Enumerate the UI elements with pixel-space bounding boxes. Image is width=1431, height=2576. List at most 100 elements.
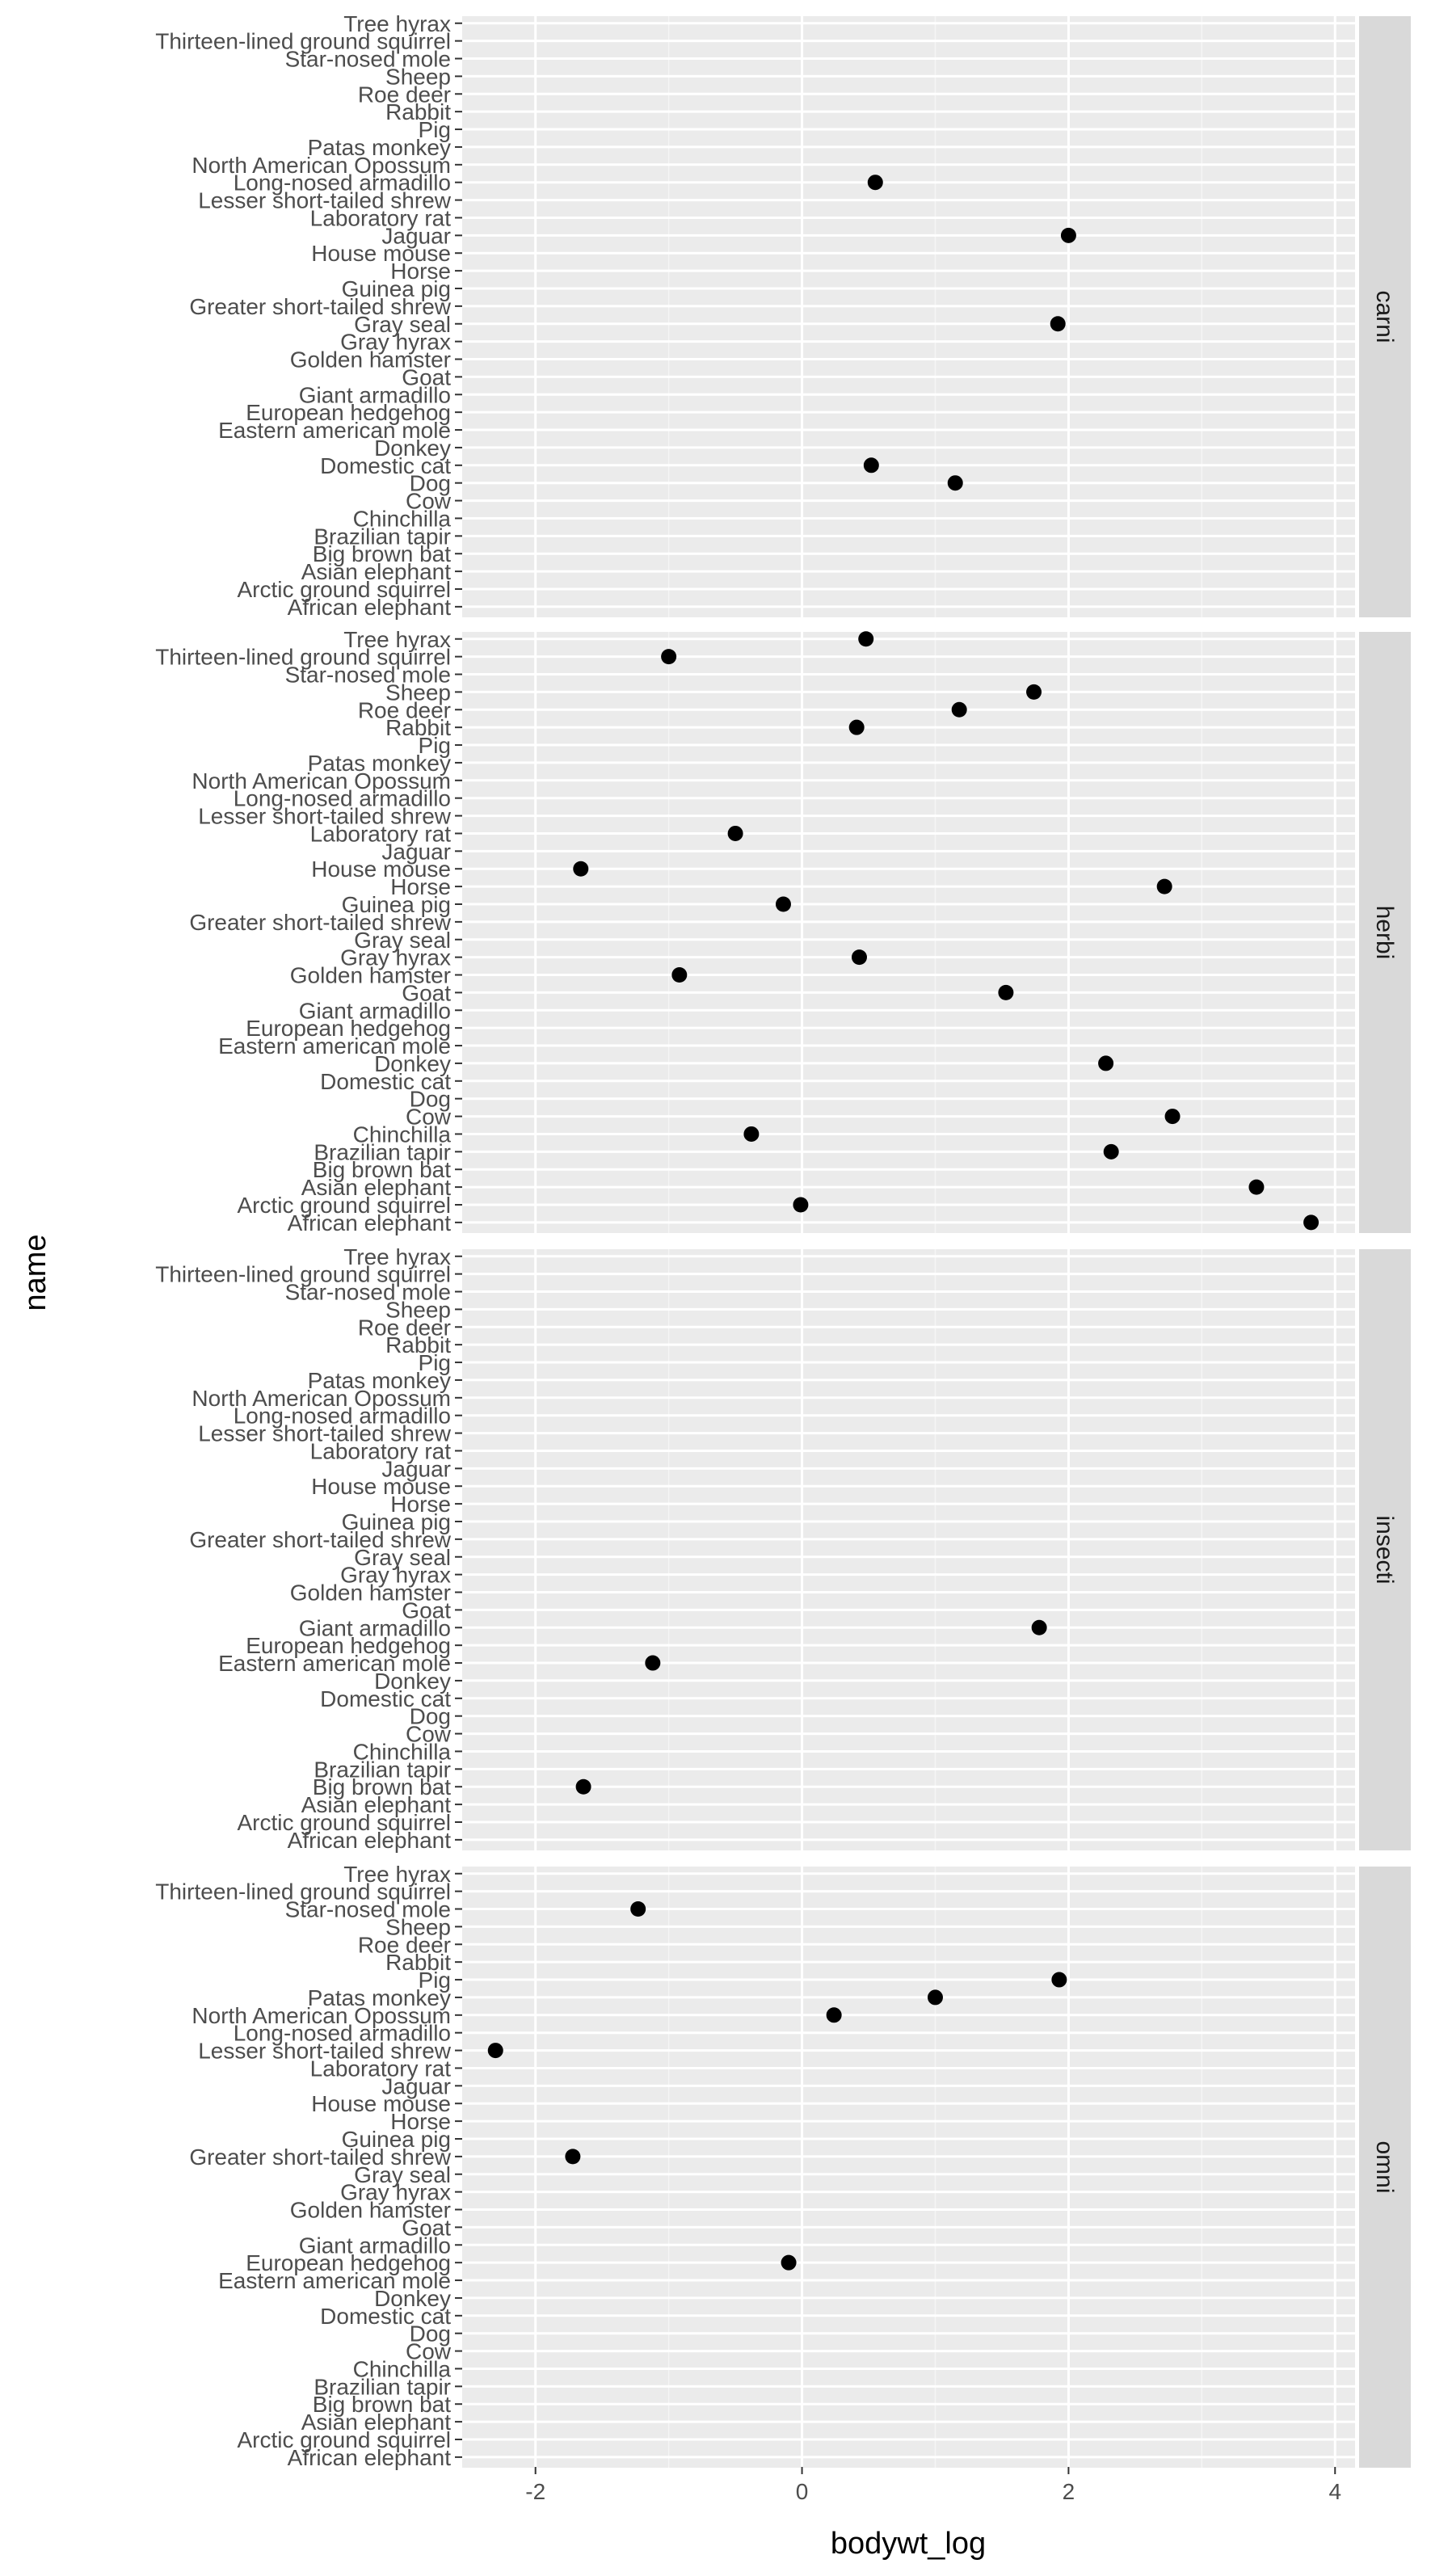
y-tick-label: Domestic cat [320, 1686, 451, 1711]
y-tick-label: Roe deer [358, 82, 451, 107]
data-point [1303, 1214, 1319, 1231]
y-tick-label: Roe deer [358, 1932, 451, 1957]
y-tick-label: Greater short-tailed shrew [189, 1527, 451, 1552]
y-tick-label: Greater short-tailed shrew [189, 2145, 451, 2170]
y-tick-label: Arctic ground squirrel [237, 577, 451, 602]
x-axis-title: bodywt_log [831, 2527, 986, 2561]
data-point [1103, 1143, 1119, 1160]
y-tick-label: Big brown bat [313, 541, 451, 566]
panel-background [462, 1249, 1355, 1850]
y-tick-label: African elephant [288, 1828, 452, 1853]
data-point [1060, 227, 1076, 243]
y-tick-label: Gray seal [354, 928, 451, 953]
y-tick-label: Greater short-tailed shrew [189, 910, 451, 935]
y-tick-label: Laboratory rat [310, 205, 452, 230]
panel-background [462, 632, 1355, 1233]
data-point [630, 1901, 646, 1917]
y-tick-label: Dog [410, 2321, 451, 2347]
y-tick-label: Laboratory rat [310, 1438, 452, 1463]
facet-strip [1359, 632, 1411, 1233]
y-tick-label: African elephant [288, 2445, 452, 2470]
y-tick-label: Greater short-tailed shrew [189, 294, 451, 319]
y-tick-label: Rabbit [385, 1950, 451, 1975]
y-tick-label: Horse [390, 1492, 451, 1517]
y-tick-label: North American Opossum [192, 153, 451, 178]
y-tick-label: Pig [419, 117, 451, 142]
y-tick-label: North American Opossum [192, 1386, 451, 1411]
y-tick-label: Guinea pig [342, 1509, 451, 1534]
x-tick-label: 0 [796, 2479, 809, 2504]
y-tick-label: Asian elephant [301, 1175, 451, 1200]
y-tick-label: European hedgehog [246, 2250, 451, 2275]
y-tick-label: Gray seal [354, 1545, 451, 1570]
y-tick-label: Roe deer [358, 697, 451, 722]
y-tick-label: Thirteen-lined ground squirrel [155, 645, 451, 670]
y-tick-label: Sheep [385, 1914, 451, 1939]
y-tick-label: Cow [406, 2339, 452, 2364]
y-tick-label: Pig [419, 733, 451, 758]
y-tick-label: Chinchilla [353, 1122, 452, 1147]
y-tick-label: Donkey [374, 1051, 451, 1076]
y-tick-label: Cow [406, 1722, 452, 1747]
y-tick-label: Long-nosed armadillo [234, 2021, 451, 2046]
data-point [671, 967, 688, 983]
y-tick-label: Domestic cat [320, 2304, 451, 2329]
y-axis-title: name [19, 1234, 53, 1311]
y-tick-label: Chinchilla [353, 2356, 452, 2381]
y-tick-label: Dog [410, 471, 451, 496]
data-point [565, 2149, 581, 2165]
y-tick-label: Sheep [385, 64, 451, 89]
data-point [1051, 1972, 1067, 1988]
facet-strip-label: insecti [1371, 1515, 1398, 1584]
facet-strip [1359, 1867, 1411, 2468]
data-point [1248, 1179, 1265, 1195]
y-tick-label: Tree hyrax [343, 1862, 451, 1887]
y-tick-label: Brazilian tapir [314, 1139, 451, 1164]
data-point [858, 631, 874, 647]
y-tick-label: Jaguar [381, 223, 451, 248]
facet-strip-label: omni [1371, 2140, 1398, 2193]
y-tick-label: Brazilian tapir [314, 2374, 451, 2399]
y-tick-label: Rabbit [385, 1332, 451, 1357]
y-tick-label: Golden hamster [290, 2198, 451, 2223]
data-point [851, 949, 867, 966]
y-tick-label: Arctic ground squirrel [237, 1810, 451, 1835]
y-tick-label: Donkey [374, 1669, 451, 1694]
y-tick-label: Big brown bat [313, 2392, 451, 2417]
data-point [645, 1655, 661, 1671]
data-point [867, 175, 883, 191]
y-tick-label: Goat [402, 1597, 451, 1623]
data-point [1050, 316, 1066, 332]
y-tick-label: Brazilian tapir [314, 524, 451, 549]
y-tick-label: African elephant [288, 1210, 452, 1235]
data-point [1156, 878, 1172, 894]
data-point [1026, 684, 1042, 700]
y-tick-label: Giant armadillo [299, 998, 451, 1023]
y-tick-label: Arctic ground squirrel [237, 1193, 451, 1218]
data-point [775, 896, 791, 912]
y-tick-label: Patas monkey [308, 751, 451, 776]
y-tick-label: Patas monkey [308, 1368, 451, 1393]
y-tick-label: Big brown bat [313, 1774, 451, 1799]
y-tick-label: Star-nosed mole [285, 1280, 451, 1305]
x-tick-label: 4 [1328, 2479, 1341, 2504]
x-axis: -2 0 2 4 [525, 2467, 1341, 2504]
y-tick-label: Jaguar [381, 2073, 451, 2098]
data-point [575, 1778, 591, 1795]
y-tick-label: Brazilian tapir [314, 1757, 451, 1782]
y-tick-label: Gray hyrax [340, 2180, 451, 2205]
y-tick-label: Donkey [374, 2286, 451, 2311]
data-point [947, 475, 963, 491]
y-tick-label: Sheep [385, 1297, 451, 1322]
y-tick-label: Dog [410, 1704, 451, 1729]
y-tick-label: Long-nosed armadillo [234, 170, 451, 196]
y-tick-label: Gray hyrax [340, 945, 451, 970]
y-tick-label: Guinea pig [342, 2127, 451, 2152]
y-tick-label: Eastern american mole [218, 1651, 451, 1676]
x-tick-label: -2 [525, 2479, 545, 2504]
